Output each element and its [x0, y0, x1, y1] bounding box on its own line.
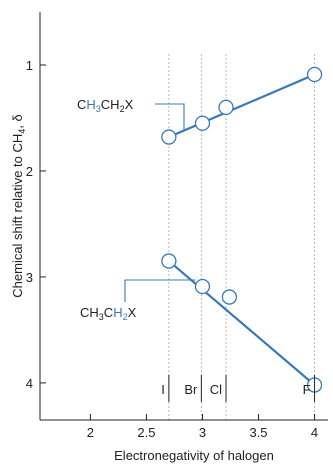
series-2-fit-line — [168, 260, 316, 386]
series-2-label: CH3CH2X — [80, 305, 137, 322]
series-label-part: X — [128, 305, 137, 320]
series-1-point — [306, 66, 323, 83]
halogen-label: Cl — [210, 382, 222, 397]
x-axis-title: Electronegativity of halogen — [114, 448, 274, 463]
series-label-part: CH — [80, 305, 99, 320]
series-1-point — [161, 129, 177, 145]
y-tick-label: 1 — [26, 58, 33, 73]
series-1-point — [194, 115, 211, 131]
series-2-point — [161, 253, 177, 269]
series-label-part: H — [113, 305, 122, 320]
x-tick-label: 4 — [311, 425, 318, 440]
halogen-labels: I Br Cl F — [161, 375, 316, 402]
series-label-part: 2 — [120, 104, 125, 114]
series-1-label: CH3CH2X — [77, 97, 134, 114]
series-label-part: 2 — [123, 312, 128, 322]
y-axis-title-sub: 4 — [17, 129, 27, 134]
series-points — [161, 66, 323, 393]
halogen-label: F — [303, 382, 311, 397]
series-label-part: C — [104, 305, 113, 320]
series-label-part: 3 — [99, 312, 104, 322]
y-axis-title: Chemical shift relative to CH4, δ — [10, 114, 27, 297]
series-1-leader — [155, 103, 185, 130]
series-label-part: X — [125, 97, 134, 112]
series-1-point — [218, 99, 234, 116]
series-lines — [168, 73, 316, 386]
series-label-part: H — [86, 97, 95, 112]
series-2-point — [221, 289, 238, 305]
series-2-leader — [124, 279, 196, 302]
y-tick-label: 2 — [26, 164, 33, 179]
series-label-part: CH — [101, 97, 120, 112]
y-axis-title-suffix: , δ — [10, 114, 25, 128]
y-axis-title-main: Chemical shift relative to CH — [10, 134, 25, 298]
x-tick-label: 3.5 — [249, 425, 267, 440]
halogen-label: I — [161, 382, 165, 397]
halogen-guides — [168, 54, 316, 420]
x-tick-label: 2.5 — [137, 425, 155, 440]
y-tick-label: 4 — [26, 376, 33, 391]
x-tick-label: 3 — [199, 425, 206, 440]
series-label-part: 3 — [96, 104, 101, 114]
axes: 1 2 3 4 2 2.5 3 3.5 4 — [26, 12, 328, 440]
y-tick-label: 3 — [26, 270, 33, 285]
halogen-label: Br — [184, 382, 198, 397]
series-2-point — [194, 278, 211, 295]
series-label-part: C — [77, 97, 86, 112]
x-tick-label: 2 — [87, 425, 94, 440]
series-1-fit-line — [168, 73, 315, 139]
